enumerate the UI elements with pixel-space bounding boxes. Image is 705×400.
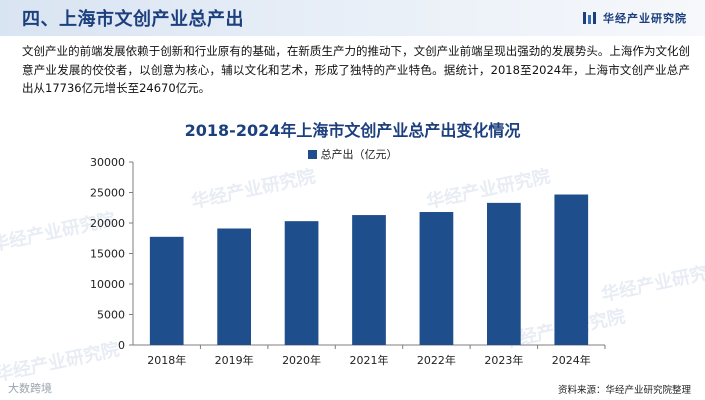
x-tick-label: 2019年 <box>215 353 254 367</box>
y-tick-label: 0 <box>118 339 125 352</box>
y-tick-label: 25000 <box>90 187 125 200</box>
bar <box>149 236 184 345</box>
x-tick-label: 2023年 <box>484 353 523 367</box>
bar <box>554 194 589 345</box>
legend-swatch <box>307 149 317 159</box>
y-tick-label: 10000 <box>90 278 125 291</box>
brand-logo-icon <box>583 12 596 24</box>
legend-label: 总产出（亿元） <box>320 148 398 161</box>
header-band <box>0 0 705 36</box>
bottom-watermark: 大数跨境 <box>8 382 52 395</box>
bar <box>352 215 386 345</box>
x-tick-label: 2020年 <box>282 353 321 367</box>
intro-paragraph: 文创产业的前端发展依赖于创新和行业原有的基础，在新质生产力的推动下，文创产业前端… <box>22 44 690 95</box>
x-tick-label: 2022年 <box>417 353 456 367</box>
chart-title: 2018-2024年上海市文创产业总产出变化情况 <box>184 121 521 140</box>
x-tick-label: 2018年 <box>147 353 186 367</box>
page-title: 四、上海市文创产业总产出 <box>22 9 244 30</box>
x-tick-label: 2021年 <box>350 353 389 367</box>
bar <box>217 228 251 345</box>
brand: 华经产业研究院 <box>583 10 687 26</box>
bar <box>419 212 454 345</box>
bar <box>487 202 521 345</box>
y-tick-label: 5000 <box>97 309 125 322</box>
bar <box>284 221 319 345</box>
y-tick-label: 30000 <box>90 156 125 169</box>
brand-name: 华经产业研究院 <box>603 12 687 25</box>
chart-legend: 总产出（亿元） <box>0 146 705 162</box>
y-tick-label: 15000 <box>90 248 125 261</box>
source-note: 资料来源：华经产业研究院整理 <box>557 385 691 396</box>
x-tick-label: 2024年 <box>552 353 591 367</box>
y-tick-label: 20000 <box>90 217 125 230</box>
